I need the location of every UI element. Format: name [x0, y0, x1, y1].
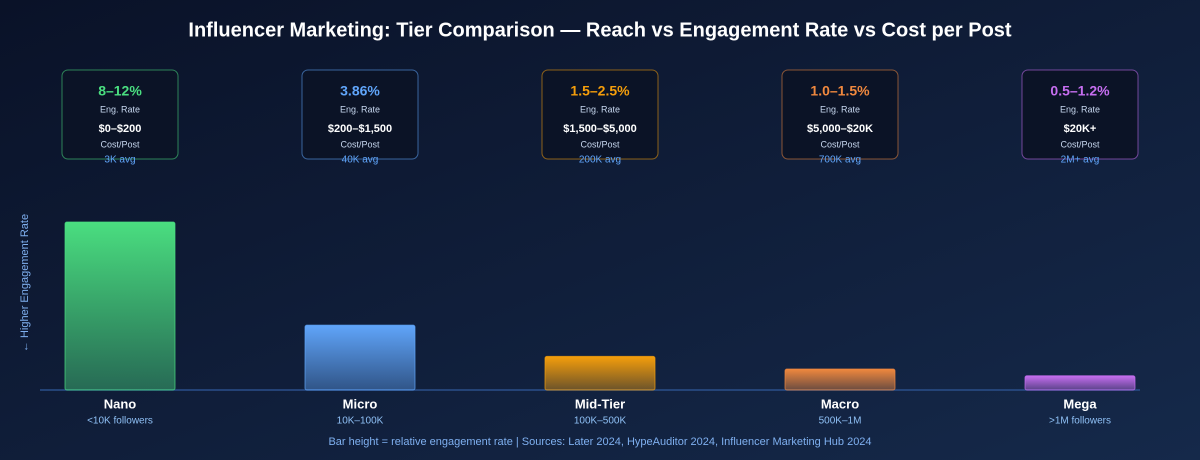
x-tick-label: Mega: [1063, 396, 1097, 411]
x-tick-label: Micro: [343, 396, 378, 411]
tier-card: [541, 69, 659, 160]
follower-range: <10K followers: [87, 416, 153, 427]
bar: [304, 324, 416, 391]
chart-title: Influencer Marketing: Tier Comparison — …: [188, 19, 1012, 41]
engagement-rate: 1.0–1.5%: [810, 83, 870, 99]
cost-caption: Cost/Post: [100, 139, 140, 149]
rate-caption: Eng. Rate: [580, 104, 620, 114]
rate-caption: Eng. Rate: [1060, 104, 1100, 114]
engagement-rate: 8–12%: [98, 83, 142, 99]
follower-range: >1M followers: [1049, 416, 1111, 427]
cost-per-post: $1,500–$5,000: [563, 123, 636, 135]
rate-caption: Eng. Rate: [340, 104, 380, 114]
cost-per-post: $5,000–$20K: [807, 123, 873, 135]
cost-per-post: $20K+: [1064, 123, 1097, 135]
cost-per-post: $200–$1,500: [328, 123, 392, 135]
avg-reach: 3K avg: [104, 155, 135, 166]
avg-reach: 200K avg: [579, 155, 621, 166]
tier-card: [781, 69, 899, 160]
x-tick-label: Macro: [821, 396, 859, 411]
footnote: Bar height = relative engagement rate | …: [328, 436, 871, 448]
follower-range: 10K–100K: [337, 416, 384, 427]
bar: [1024, 375, 1136, 391]
bar: [784, 368, 896, 391]
avg-reach: 700K avg: [819, 155, 861, 166]
bar: [64, 221, 176, 391]
avg-reach: 2M+ avg: [1061, 155, 1100, 166]
rate-caption: Eng. Rate: [820, 104, 860, 114]
avg-reach: 40K avg: [342, 155, 379, 166]
tier-card: [61, 69, 179, 160]
rate-caption: Eng. Rate: [100, 104, 140, 114]
cost-caption: Cost/Post: [820, 139, 860, 149]
cost-caption: Cost/Post: [340, 139, 380, 149]
cost-caption: Cost/Post: [580, 139, 620, 149]
engagement-rate: 3.86%: [340, 83, 380, 99]
tier-card: [1021, 69, 1139, 160]
follower-range: 100K–500K: [574, 416, 627, 427]
cost-per-post: $0–$200: [99, 123, 142, 135]
x-tick-label: Mid-Tier: [575, 396, 625, 411]
x-tick-label: Nano: [104, 396, 137, 411]
engagement-rate: 0.5–1.2%: [1050, 83, 1110, 99]
follower-range: 500K–1M: [819, 416, 862, 427]
engagement-rate: 1.5–2.5%: [570, 83, 630, 99]
tier-card: [301, 69, 419, 160]
y-axis-label: ← Higher Engagement Rate: [19, 214, 31, 352]
cost-caption: Cost/Post: [1060, 139, 1100, 149]
bar: [544, 355, 656, 391]
